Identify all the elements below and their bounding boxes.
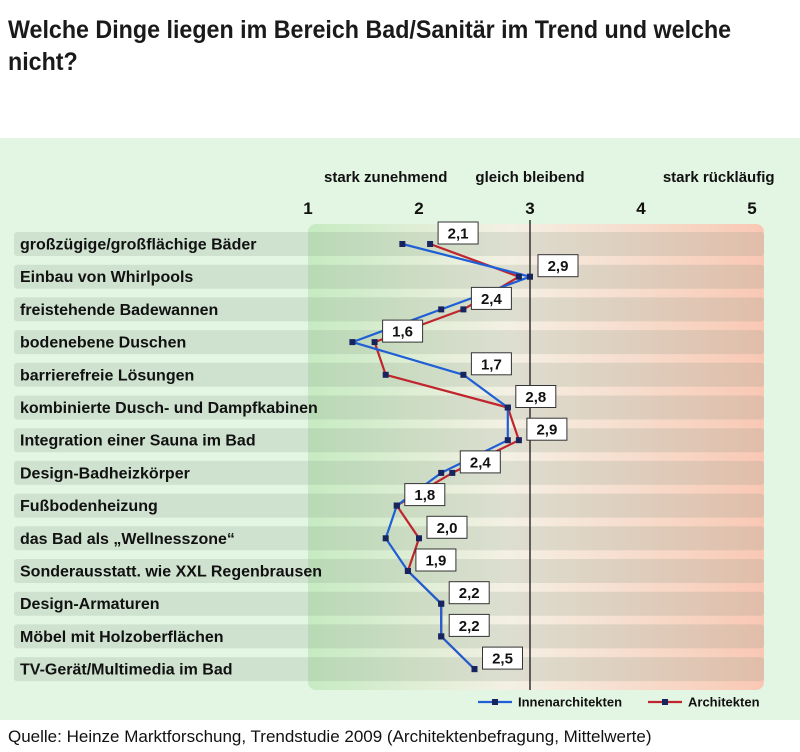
category-label: Einbau von Whirlpools (20, 269, 193, 286)
data-point-innenarchitekten (471, 666, 478, 673)
data-label-box (415, 548, 457, 572)
x-tick-label: 5 (747, 199, 756, 218)
category-label: Design-Badheizkörper (20, 465, 190, 482)
legend-marker (662, 699, 668, 705)
data-label-box (382, 319, 424, 343)
data-label: 1,6 (392, 324, 413, 341)
data-label: 2,9 (536, 422, 557, 439)
row-band (14, 559, 764, 583)
data-point-innenarchitekten (349, 339, 356, 346)
plot-area (308, 224, 764, 690)
data-label-box (437, 221, 479, 245)
category-label: freistehende Badewannen (20, 302, 218, 319)
row-band (14, 657, 764, 682)
data-label: 2,8 (525, 389, 546, 406)
data-point-architekten (382, 371, 389, 378)
row-band (14, 624, 764, 649)
data-point-innenarchitekten (382, 535, 389, 542)
data-point-innenarchitekten (504, 437, 511, 444)
category-label: großzügige/großflächige Bäder (20, 237, 256, 254)
data-label: 2,4 (470, 454, 492, 471)
x-tick-label: 2 (414, 199, 423, 218)
data-point-innenarchitekten (393, 502, 400, 509)
category-label: kombinierte Dusch- und Dampfkabinen (20, 400, 318, 417)
data-label-box (448, 613, 490, 637)
data-label: 2,5 (492, 651, 513, 668)
data-label-box (537, 254, 579, 278)
row-band (14, 297, 764, 322)
data-point-innenarchitekten (438, 633, 445, 640)
data-label-box (459, 450, 501, 474)
row-band (14, 591, 764, 616)
data-point-architekten (515, 273, 522, 280)
data-label: 2,0 (437, 520, 458, 537)
data-label: 1,8 (414, 487, 435, 504)
data-point-architekten (460, 306, 467, 313)
row-band (14, 526, 764, 551)
legend-label: Innenarchitekten (518, 695, 622, 710)
data-label-box (470, 286, 512, 310)
category-label: bodenebene Duschen (20, 335, 186, 352)
category-label: TV-Gerät/Multimedia im Bad (20, 662, 232, 679)
data-point-innenarchitekten (438, 600, 445, 607)
data-label-box (470, 352, 512, 376)
data-point-architekten (427, 241, 434, 247)
data-label: 2,4 (481, 291, 503, 308)
data-label-box (448, 581, 490, 605)
category-label: barrierefreie Lösungen (20, 367, 194, 384)
legend-marker (492, 699, 498, 705)
data-point-innenarchitekten (504, 404, 511, 411)
legend-label: Architekten (688, 695, 760, 710)
category-label: Sonderausstatt. wie XXL Regenbrausen (20, 564, 322, 581)
category-label: Fußbodenheizung (20, 498, 158, 515)
scale-label: stark zunehmend (324, 169, 447, 186)
data-point-architekten (515, 437, 522, 444)
x-tick-label: 4 (636, 199, 646, 218)
data-label: 2,1 (448, 226, 469, 243)
data-label-box (515, 385, 557, 408)
category-label: Integration einer Sauna im Bad (20, 433, 256, 450)
category-label: das Bad als „Wellnesszone“ (20, 531, 235, 548)
source-note: Quelle: Heinze Marktforschung, Trendstud… (8, 727, 652, 746)
data-point-innenarchitekten (438, 469, 445, 476)
data-label: 1,9 (425, 553, 446, 570)
data-point-innenarchitekten (527, 273, 533, 280)
data-label: 2,2 (459, 618, 480, 635)
x-tick-label: 3 (525, 199, 534, 218)
data-label-box (526, 417, 568, 441)
data-label: 2,9 (548, 258, 569, 275)
data-point-innenarchitekten (438, 306, 445, 313)
category-label: Design-Armaturen (20, 596, 160, 613)
data-point-innenarchitekten (404, 568, 411, 574)
data-point-innenarchitekten (399, 241, 406, 247)
data-point-innenarchitekten (460, 371, 467, 378)
scale-label: stark rückläufig (663, 169, 775, 186)
data-label: 2,2 (459, 585, 480, 602)
data-label-box (426, 515, 468, 539)
data-label-box (482, 646, 523, 670)
category-label: Möbel mit Holzoberflächen (20, 629, 224, 646)
row-band (14, 232, 764, 256)
data-point-architekten (371, 339, 378, 346)
row-band (14, 493, 764, 518)
data-point-architekten (416, 535, 422, 542)
data-label-box (404, 483, 446, 507)
chart-title: Welche Dinge liegen im Bereich Bad/Sanit… (8, 16, 732, 76)
legend: Innenarchitekten Architekten (478, 695, 760, 710)
scale-label: gleich bleibend (475, 169, 584, 186)
row-band (14, 395, 764, 420)
data-label: 1,7 (481, 356, 502, 373)
data-point-architekten (449, 469, 456, 476)
row-band (14, 428, 764, 453)
row-band (14, 460, 764, 485)
x-tick-label: 1 (303, 199, 312, 218)
